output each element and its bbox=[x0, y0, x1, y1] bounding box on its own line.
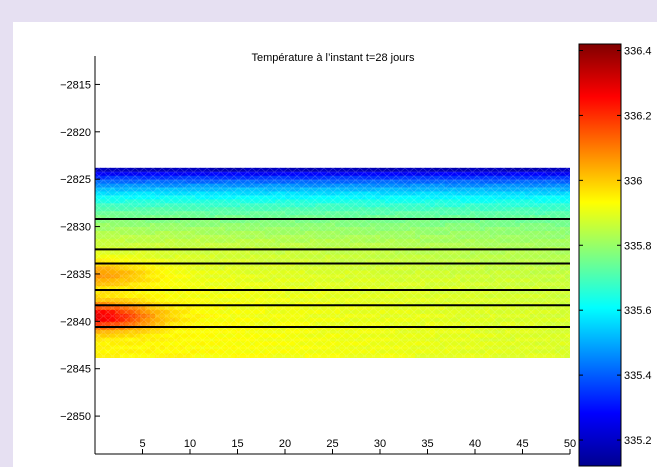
colorbar-tick-label: 336 bbox=[624, 175, 642, 187]
colorbar-ticks: 335.2 335.4 335.6 335.8 336 336.2 336.4 bbox=[579, 45, 652, 447]
y-tick-label: −2835 bbox=[60, 269, 91, 281]
chart-title: Température à l’instant t=28 jours bbox=[252, 52, 415, 64]
y-tick-label: −2845 bbox=[60, 364, 91, 376]
y-tick-label: −2840 bbox=[60, 316, 91, 328]
colorbar-tick-label: 335.4 bbox=[624, 370, 652, 382]
colorbar-tick-label: 336.4 bbox=[624, 45, 652, 57]
x-tick-label: 50 bbox=[564, 438, 576, 450]
x-tick-label: 35 bbox=[421, 438, 433, 450]
x-tick-label: 30 bbox=[374, 438, 386, 450]
colorbar-tick-label: 335.8 bbox=[624, 240, 652, 252]
y-tick-label: −2825 bbox=[60, 174, 91, 186]
y-ticks: −2815 −2820 −2825 −2830 −2835 −2840 −2845 −2850 bbox=[60, 79, 100, 423]
colorbar-tick-label: 336.2 bbox=[624, 110, 652, 122]
colorbar-tick-label: 335.2 bbox=[624, 435, 652, 447]
y-tick-label: −2815 bbox=[60, 79, 91, 91]
y-tick-label: −2830 bbox=[60, 222, 91, 234]
x-tick-label: 5 bbox=[139, 438, 145, 450]
x-ticks: 5 10 15 20 25 30 35 40 45 50 bbox=[139, 438, 576, 454]
x-tick-label: 40 bbox=[469, 438, 481, 450]
colorbar-tick-label: 335.6 bbox=[624, 305, 652, 317]
x-tick-label: 10 bbox=[184, 438, 196, 450]
y-tick-label: −2850 bbox=[60, 411, 91, 423]
x-tick-label: 15 bbox=[231, 438, 243, 450]
layer-lines bbox=[95, 217, 570, 329]
colorbar bbox=[578, 43, 622, 467]
x-tick-label: 45 bbox=[516, 438, 528, 450]
y-tick-label: −2820 bbox=[60, 127, 91, 139]
x-tick-label: 25 bbox=[326, 438, 338, 450]
x-tick-label: 20 bbox=[279, 438, 291, 450]
